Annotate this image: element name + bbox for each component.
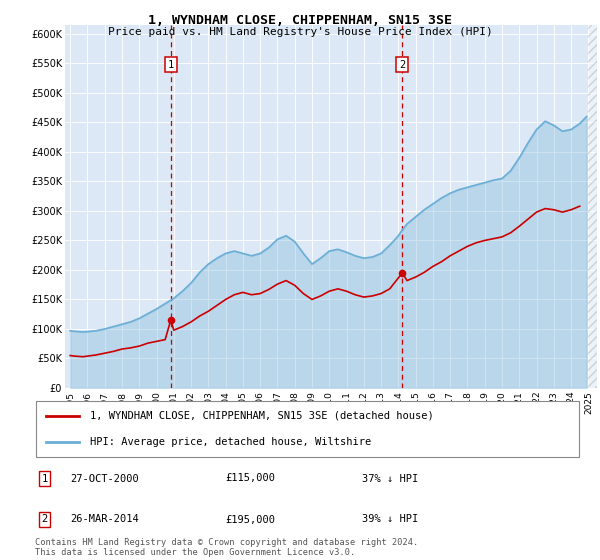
Text: 1: 1	[167, 59, 174, 69]
Text: 1, WYNDHAM CLOSE, CHIPPENHAM, SN15 3SE: 1, WYNDHAM CLOSE, CHIPPENHAM, SN15 3SE	[148, 14, 452, 27]
Text: 37% ↓ HPI: 37% ↓ HPI	[362, 474, 418, 483]
Text: 26-MAR-2014: 26-MAR-2014	[70, 515, 139, 525]
Text: 1, WYNDHAM CLOSE, CHIPPENHAM, SN15 3SE (detached house): 1, WYNDHAM CLOSE, CHIPPENHAM, SN15 3SE (…	[89, 410, 433, 421]
Text: 39% ↓ HPI: 39% ↓ HPI	[362, 515, 418, 525]
Text: 27-OCT-2000: 27-OCT-2000	[70, 474, 139, 483]
Text: HPI: Average price, detached house, Wiltshire: HPI: Average price, detached house, Wilt…	[89, 437, 371, 447]
FancyBboxPatch shape	[35, 401, 579, 457]
Text: Contains HM Land Registry data © Crown copyright and database right 2024.
This d: Contains HM Land Registry data © Crown c…	[35, 538, 418, 557]
Text: £115,000: £115,000	[226, 474, 276, 483]
Text: 1: 1	[41, 474, 48, 483]
Text: Price paid vs. HM Land Registry's House Price Index (HPI): Price paid vs. HM Land Registry's House …	[107, 27, 493, 37]
Text: 2: 2	[41, 515, 48, 525]
Text: 2: 2	[399, 59, 406, 69]
Text: £195,000: £195,000	[226, 515, 276, 525]
Point	[398, 268, 407, 277]
Point	[166, 316, 176, 325]
